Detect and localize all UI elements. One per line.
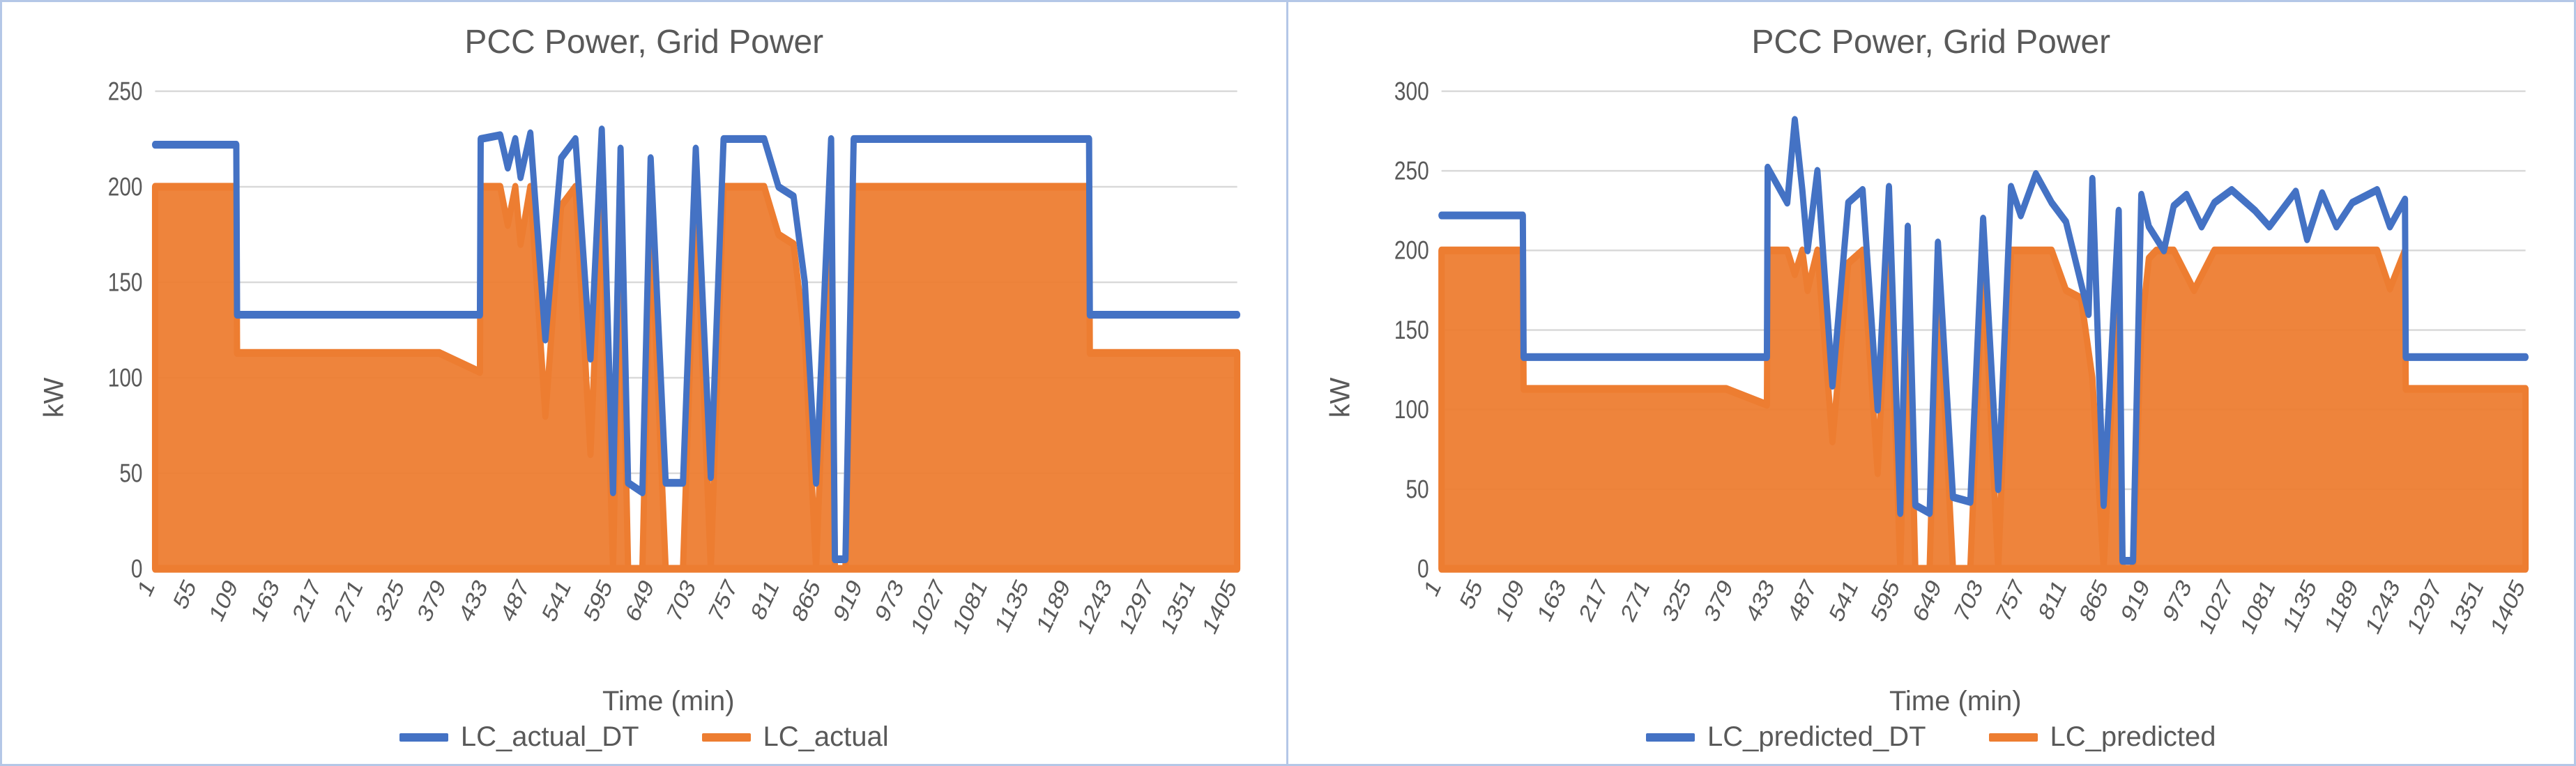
y-axis-label: kW [1325,378,1356,418]
legend-item: LC_actual_DT [399,721,639,753]
plot-wrap: 0501001502002501551091632172713253794334… [79,74,1258,721]
x-tick-label: 811 [2034,574,2071,625]
x-tick-label: 1081 [2236,574,2279,639]
legend-label: LC_predicted_DT [1707,721,1926,753]
chart-area: kW05010015020025015510916321727132537943… [30,74,1258,721]
y-tick-label: 150 [1394,316,1428,345]
legend-swatch [399,733,448,742]
legend: LC_predicted_DT LC_predicted [1646,721,2216,753]
legend-swatch [1989,733,2038,742]
x-tick-label: 595 [579,574,617,627]
x-tick-label: 217 [288,574,326,627]
x-tick-label: 163 [247,574,284,627]
x-tick-label: 865 [2075,574,2112,627]
x-tick-label: 919 [830,574,867,627]
x-tick-label: 865 [788,574,825,627]
y-tick-label: 200 [1394,236,1428,266]
legend-label: LC_actual_DT [461,721,639,753]
y-tick-label: 50 [1405,475,1428,504]
plot-svg: 0501001502002501551091632172713253794334… [79,74,1258,682]
x-tick-label: 1351 [1157,574,1200,639]
x-tick-label: 1 [133,574,159,602]
x-tick-label: 1027 [2194,574,2237,639]
x-tick-label: 973 [871,574,908,627]
x-tick-label: 1189 [1032,574,1075,638]
legend-item: LC_predicted_DT [1646,721,1926,753]
x-tick-label: 757 [1992,574,2029,627]
x-axis-label: Time (min) [79,686,1258,717]
x-tick-label: 595 [1866,574,1904,627]
x-tick-label: 1243 [1073,574,1116,639]
x-tick-label: 1351 [2444,574,2487,639]
x-tick-label: 1297 [1115,574,1158,639]
x-tick-label: 433 [455,574,492,627]
legend-swatch [702,733,751,742]
chart-area: kW05010015020025030015510916321727132537… [1316,74,2547,721]
x-tick-label: 1243 [2361,574,2404,639]
y-axis-label: kW [38,378,70,418]
x-tick-label: 811 [747,574,784,625]
chart-title: PCC Power, Grid Power [1751,23,2110,61]
charts-container: PCC Power, Grid PowerkW05010015020025015… [0,0,2576,766]
chart-panel: PCC Power, Grid PowerkW05010015020025015… [0,0,1288,766]
y-axis-label-wrap: kW [30,74,79,721]
y-tick-label: 50 [119,459,142,488]
x-tick-label: 1405 [2486,574,2529,639]
x-tick-label: 649 [621,574,659,627]
legend-swatch [1646,733,1695,742]
x-tick-label: 217 [1574,574,1612,627]
y-tick-label: 100 [1394,395,1428,424]
x-tick-label: 757 [704,574,742,627]
x-tick-label: 1 [1419,574,1445,602]
y-tick-label: 300 [1394,77,1428,106]
series-area [1441,243,2525,569]
y-tick-label: 150 [108,268,143,297]
x-tick-label: 1027 [907,574,950,639]
y-tick-label: 100 [108,363,143,392]
legend-item: LC_predicted [1989,721,2216,753]
x-tick-label: 487 [496,574,534,627]
y-axis-label-wrap: kW [1316,74,1365,721]
chart-title: PCC Power, Grid Power [464,23,823,61]
x-tick-label: 487 [1783,574,1821,627]
x-tick-label: 163 [1533,574,1571,627]
x-tick-label: 919 [2117,574,2154,627]
x-tick-label: 271 [330,574,367,627]
legend-item: LC_actual [702,721,889,753]
x-tick-label: 541 [1824,574,1862,627]
x-tick-label: 1081 [948,574,991,639]
x-tick-label: 55 [1455,574,1487,614]
legend: LC_actual_DT LC_actual [399,721,889,753]
plot-svg: 0501001502002503001551091632172713253794… [1365,74,2547,682]
x-tick-label: 1189 [2320,574,2363,638]
x-tick-label: 973 [2158,574,2196,627]
x-tick-label: 649 [1908,574,1946,627]
x-tick-label: 703 [1950,574,1988,627]
x-tick-label: 325 [1658,574,1695,627]
legend-label: LC_predicted [2050,721,2216,753]
y-tick-label: 250 [108,77,143,106]
x-tick-label: 109 [1491,574,1529,627]
x-tick-label: 325 [372,574,409,627]
x-tick-label: 541 [538,574,576,627]
x-tick-label: 109 [205,574,243,627]
x-tick-label: 1297 [2402,574,2446,639]
x-tick-label: 433 [1742,574,1779,627]
x-tick-label: 379 [1700,574,1737,627]
x-tick-label: 703 [663,574,701,627]
plot-wrap: 0501001502002503001551091632172713253794… [1365,74,2547,721]
legend-label: LC_actual [763,721,889,753]
y-tick-label: 200 [108,172,143,201]
x-axis-label: Time (min) [1365,686,2547,717]
x-tick-label: 271 [1616,574,1654,627]
x-tick-label: 55 [169,574,201,614]
x-tick-label: 1135 [2278,574,2321,638]
x-tick-label: 1405 [1198,574,1242,639]
x-tick-label: 379 [413,574,451,627]
chart-panel: PCC Power, Grid PowerkW05010015020025030… [1288,0,2576,766]
series-area [155,187,1237,569]
x-tick-label: 1135 [991,574,1033,638]
y-tick-label: 250 [1394,156,1428,185]
